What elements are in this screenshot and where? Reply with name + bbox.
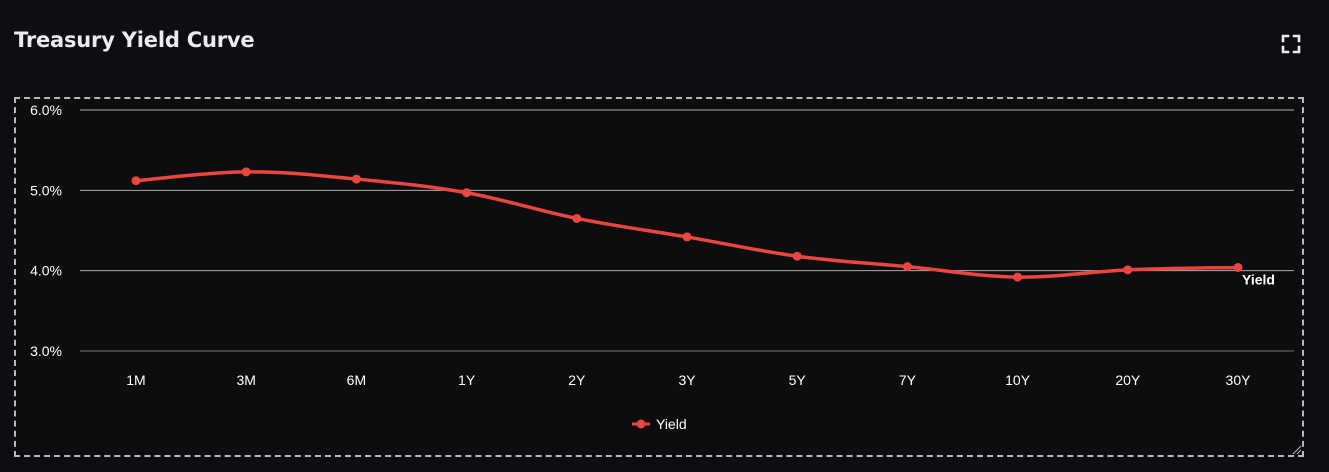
chart-container[interactable]: 6.0% 5.0% 4.0% 3.0% 1M 3M 6M 1Y 2Y 3Y 5Y 7Y 10Y 20Y 3… [14, 97, 1304, 457]
data-point[interactable] [1123, 265, 1133, 275]
y-tick-label: 5.0% [30, 182, 62, 198]
data-point[interactable] [902, 262, 912, 272]
grid-lines [80, 109, 1294, 352]
x-tick-label: 1Y [458, 372, 476, 388]
x-tick-label: 3M [236, 372, 255, 388]
x-tick-label: 6M [347, 372, 366, 388]
data-point[interactable] [241, 167, 251, 177]
legend-label[interactable]: Yield [656, 416, 687, 432]
y-axis-ticks: 6.0% 5.0% 4.0% 3.0% [30, 102, 62, 359]
page-title: Treasury Yield Curve [14, 28, 255, 52]
y-tick-label: 4.0% [30, 263, 62, 279]
x-tick-label: 5Y [789, 372, 807, 388]
legend[interactable]: Yield [632, 416, 687, 432]
x-tick-label: 30Y [1226, 372, 1252, 388]
x-tick-label: 3Y [678, 372, 696, 388]
data-point[interactable] [1013, 272, 1023, 282]
data-point[interactable] [792, 251, 802, 261]
y-tick-label: 3.0% [30, 343, 62, 359]
x-tick-label: 20Y [1115, 372, 1141, 388]
series-end-label: Yield [1242, 271, 1275, 287]
fullscreen-icon[interactable] [1280, 33, 1302, 55]
data-point[interactable] [462, 188, 472, 198]
data-point[interactable] [572, 213, 582, 223]
x-tick-label: 10Y [1005, 372, 1031, 388]
x-tick-label: 1M [126, 372, 145, 388]
data-point[interactable] [351, 174, 361, 184]
x-axis-ticks: 1M 3M 6M 1Y 2Y 3Y 5Y 7Y 10Y 20Y 30Y [126, 372, 1251, 388]
y-tick-label: 6.0% [30, 102, 62, 118]
data-point[interactable] [682, 232, 692, 242]
x-tick-label: 7Y [899, 372, 917, 388]
series-yield: Yield [131, 167, 1275, 287]
legend-point-marker [636, 419, 646, 429]
line-chart: 6.0% 5.0% 4.0% 3.0% 1M 3M 6M 1Y 2Y 3Y 5Y 7Y 10Y 20Y 3… [30, 102, 1294, 432]
resize-handle-icon[interactable] [1290, 443, 1302, 455]
x-tick-label: 2Y [568, 372, 586, 388]
data-point[interactable] [1233, 262, 1243, 272]
series-line [134, 170, 1240, 279]
data-point[interactable] [131, 176, 141, 186]
